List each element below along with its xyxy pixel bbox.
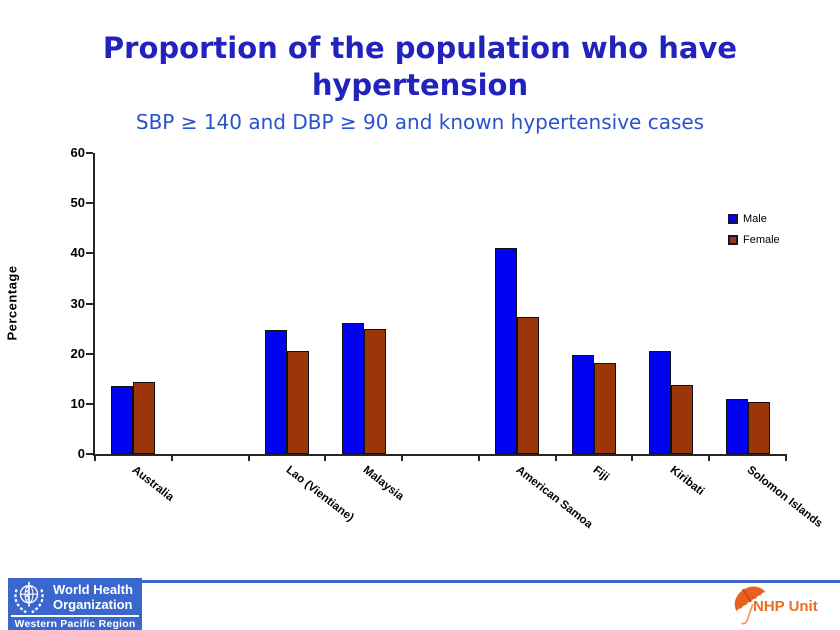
bar-male-australia bbox=[111, 386, 134, 454]
slide-subtitle: SBP ≥ 140 and DBP ≥ 90 and known hyperte… bbox=[135, 110, 705, 134]
legend-item-male: Male bbox=[728, 213, 780, 225]
who-separator bbox=[11, 615, 139, 617]
y-tick-mark bbox=[86, 352, 93, 355]
x-tick-mark bbox=[554, 454, 557, 461]
y-tick-mark bbox=[86, 252, 93, 255]
female-series-swatch bbox=[728, 235, 738, 245]
bar-male-malaysia bbox=[341, 322, 364, 454]
y-tick-mark bbox=[86, 202, 93, 205]
slide-title-line1: Proportion of the population who have bbox=[102, 31, 738, 65]
y-axis-title: Percentage bbox=[4, 265, 20, 341]
who-region-label: Western Pacific Region bbox=[14, 618, 136, 630]
x-tick-mark bbox=[785, 454, 787, 461]
y-tick-mark bbox=[86, 152, 93, 154]
bar-female-solomon-islands bbox=[747, 401, 770, 454]
x-category-label: Solomon Islands bbox=[744, 464, 825, 531]
x-category-label: Malaysia bbox=[360, 464, 406, 503]
bar-male-lao-vientiane- bbox=[264, 329, 287, 454]
x-tick-mark bbox=[631, 454, 634, 461]
y-tick-mark bbox=[86, 453, 93, 455]
plot-area: 0 10 20 30 40 50 60 Australia Lao (Vientiane) Mal… bbox=[71, 145, 825, 531]
slide-title: Proportion of the population who have hy… bbox=[0, 30, 840, 104]
x-category-label: Lao (Vientiane) bbox=[283, 464, 356, 525]
y-tick-label: 50 bbox=[70, 195, 85, 211]
x-tick-mark bbox=[170, 454, 173, 461]
y-tick-mark bbox=[86, 302, 93, 305]
y-tick-label: 60 bbox=[70, 145, 85, 160]
bar-male-american-samoa bbox=[495, 248, 518, 454]
footer-divider-line bbox=[142, 580, 840, 583]
x-tick-mark bbox=[477, 454, 480, 461]
y-tick-label: 30 bbox=[70, 295, 85, 311]
x-tick-mark bbox=[94, 454, 96, 461]
bar-female-australia bbox=[133, 381, 156, 454]
nhp-unit-label: NHP Unit bbox=[753, 598, 818, 615]
y-tick-mark bbox=[86, 402, 93, 405]
slide-title-line2: hypertension bbox=[311, 68, 529, 102]
who-logo-block: World Health Organization Western Pacifi… bbox=[8, 578, 142, 630]
x-tick-mark bbox=[324, 454, 327, 461]
bar-female-malaysia bbox=[363, 328, 386, 454]
bar-male-solomon-islands bbox=[725, 398, 748, 454]
who-name: World Health Organization bbox=[53, 582, 133, 612]
legend-label-male: Male bbox=[743, 213, 767, 225]
male-series-swatch bbox=[728, 214, 738, 224]
x-tick-mark bbox=[401, 454, 404, 461]
y-tick-label: 20 bbox=[70, 345, 85, 361]
who-emblem-icon bbox=[14, 581, 44, 614]
x-category-label: Australia bbox=[129, 464, 177, 504]
bar-female-lao-vientiane- bbox=[286, 351, 309, 454]
legend-item-female: Female bbox=[728, 234, 780, 246]
y-tick-label: 0 bbox=[77, 446, 85, 461]
y-tick-label: 40 bbox=[70, 245, 85, 261]
x-category-label: Kiribati bbox=[667, 464, 707, 498]
x-tick-mark bbox=[708, 454, 711, 461]
bar-female-american-samoa bbox=[517, 317, 540, 454]
bar-male-kiribati bbox=[648, 350, 671, 454]
y-tick-label: 10 bbox=[70, 395, 85, 411]
bar-female-kiribati bbox=[670, 384, 693, 454]
bar-male-fiji bbox=[572, 355, 595, 454]
x-category-label: American Samoa bbox=[513, 464, 595, 531]
bar-female-fiji bbox=[594, 363, 617, 454]
x-category-label: Fiji bbox=[590, 464, 612, 484]
who-name-line1: World Health bbox=[53, 582, 133, 597]
x-tick-mark bbox=[247, 454, 250, 461]
chart-legend: Male Female bbox=[728, 213, 780, 255]
who-name-line2: Organization bbox=[53, 597, 133, 612]
legend-label-female: Female bbox=[743, 234, 780, 246]
umbrella-icon bbox=[734, 586, 766, 625]
